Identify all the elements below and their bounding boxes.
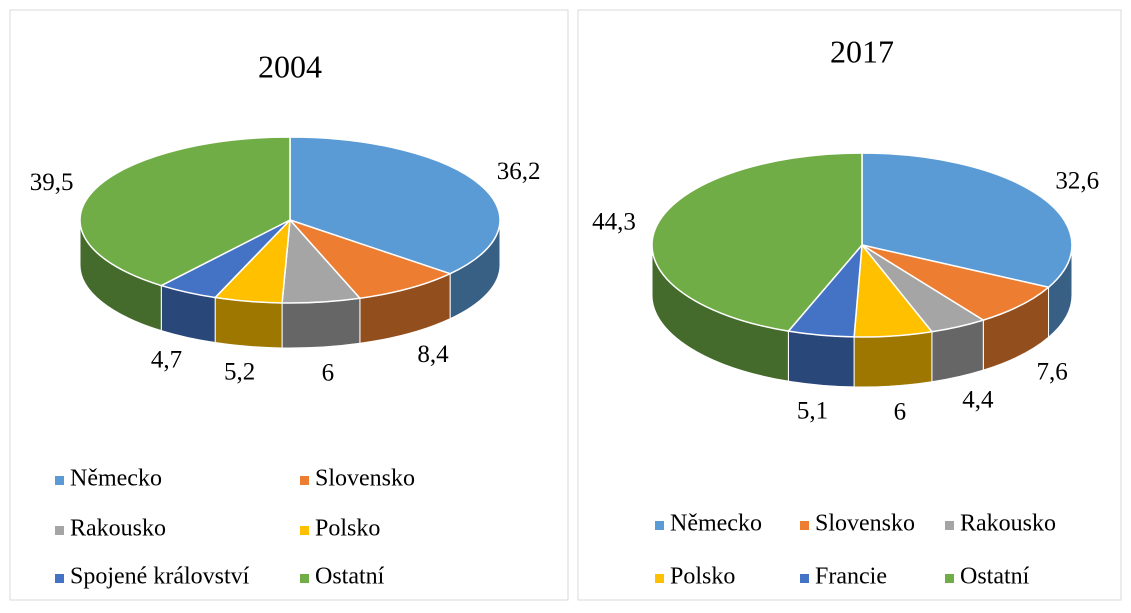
- data-label: 5,2: [224, 358, 255, 385]
- slice: [289, 136, 501, 275]
- slice-side: [853, 331, 933, 388]
- data-label: 32,6: [1055, 167, 1099, 194]
- data-label: 6: [894, 398, 907, 425]
- legend-label: Německo: [70, 466, 162, 492]
- legend-swatch: [800, 521, 809, 530]
- legend-swatch: [655, 574, 664, 583]
- data-label: 6: [322, 359, 335, 386]
- legend-swatch: [800, 574, 809, 583]
- legend-label: Slovensko: [815, 511, 915, 537]
- slice-side: [281, 297, 361, 349]
- legend-swatch: [655, 521, 664, 530]
- slice: [287, 218, 453, 300]
- data-label: 44,3: [592, 208, 636, 235]
- legend-swatch: [55, 526, 64, 535]
- data-label: 4,4: [962, 386, 994, 413]
- data-label: 5,1: [797, 397, 828, 424]
- legend-label: Rakousko: [960, 511, 1056, 537]
- legend-swatch: [945, 574, 954, 583]
- chart-title: 2004: [258, 48, 322, 84]
- chart-title: 2017: [830, 33, 894, 69]
- legend-label: Ostatní: [315, 564, 385, 590]
- legend-swatch: [300, 476, 309, 485]
- slice: [861, 152, 1073, 289]
- legend-swatch: [55, 476, 64, 485]
- legend-label: Rakousko: [70, 516, 166, 542]
- legend-label: Ostatní: [960, 564, 1030, 590]
- data-label: 36,2: [497, 158, 541, 185]
- legend-swatch: [945, 521, 954, 530]
- legend-label: Slovensko: [315, 466, 415, 492]
- slice: [861, 244, 1051, 321]
- slice-side: [214, 296, 283, 349]
- legend-swatch: [300, 574, 309, 583]
- legend-label: Polsko: [670, 564, 735, 590]
- slice: [651, 152, 863, 332]
- legend-label: Spojené království: [70, 564, 250, 590]
- data-label: 7,6: [1036, 359, 1067, 386]
- legend-swatch: [300, 526, 309, 535]
- data-label: 4,7: [151, 346, 182, 373]
- data-label: 39,5: [30, 169, 74, 196]
- legend-swatch: [55, 574, 64, 583]
- legend-label: Německo: [670, 511, 762, 537]
- legend-label: Francie: [815, 564, 887, 590]
- legend-label: Polsko: [315, 516, 380, 542]
- slice: [79, 136, 291, 287]
- data-label: 8,4: [417, 341, 449, 368]
- slice-side: [787, 330, 855, 388]
